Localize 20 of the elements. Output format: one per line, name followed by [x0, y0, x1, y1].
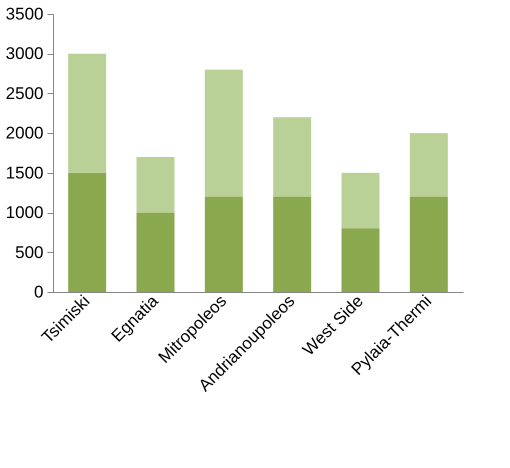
y-tick-label: 1500: [6, 163, 44, 182]
bar: [342, 172, 380, 228]
y-tick-label: 2000: [6, 124, 44, 143]
bar: [410, 133, 448, 197]
bar: [204, 70, 243, 197]
bar: [136, 212, 174, 292]
y-tick-label: 500: [15, 242, 44, 262]
y-tick-label: 2500: [6, 84, 44, 103]
bar: [204, 196, 243, 292]
bar: [273, 196, 312, 292]
bar: [410, 196, 448, 292]
y-tick-label: 3500: [6, 4, 44, 24]
y-tick-label: 0: [34, 282, 44, 302]
bar: [136, 156, 174, 213]
bar: [68, 172, 106, 292]
y-tick-label: 1000: [6, 203, 44, 222]
bar: [342, 228, 380, 292]
bar: [273, 117, 312, 197]
y-tick-label: 3000: [6, 44, 44, 64]
bar: [68, 54, 106, 173]
